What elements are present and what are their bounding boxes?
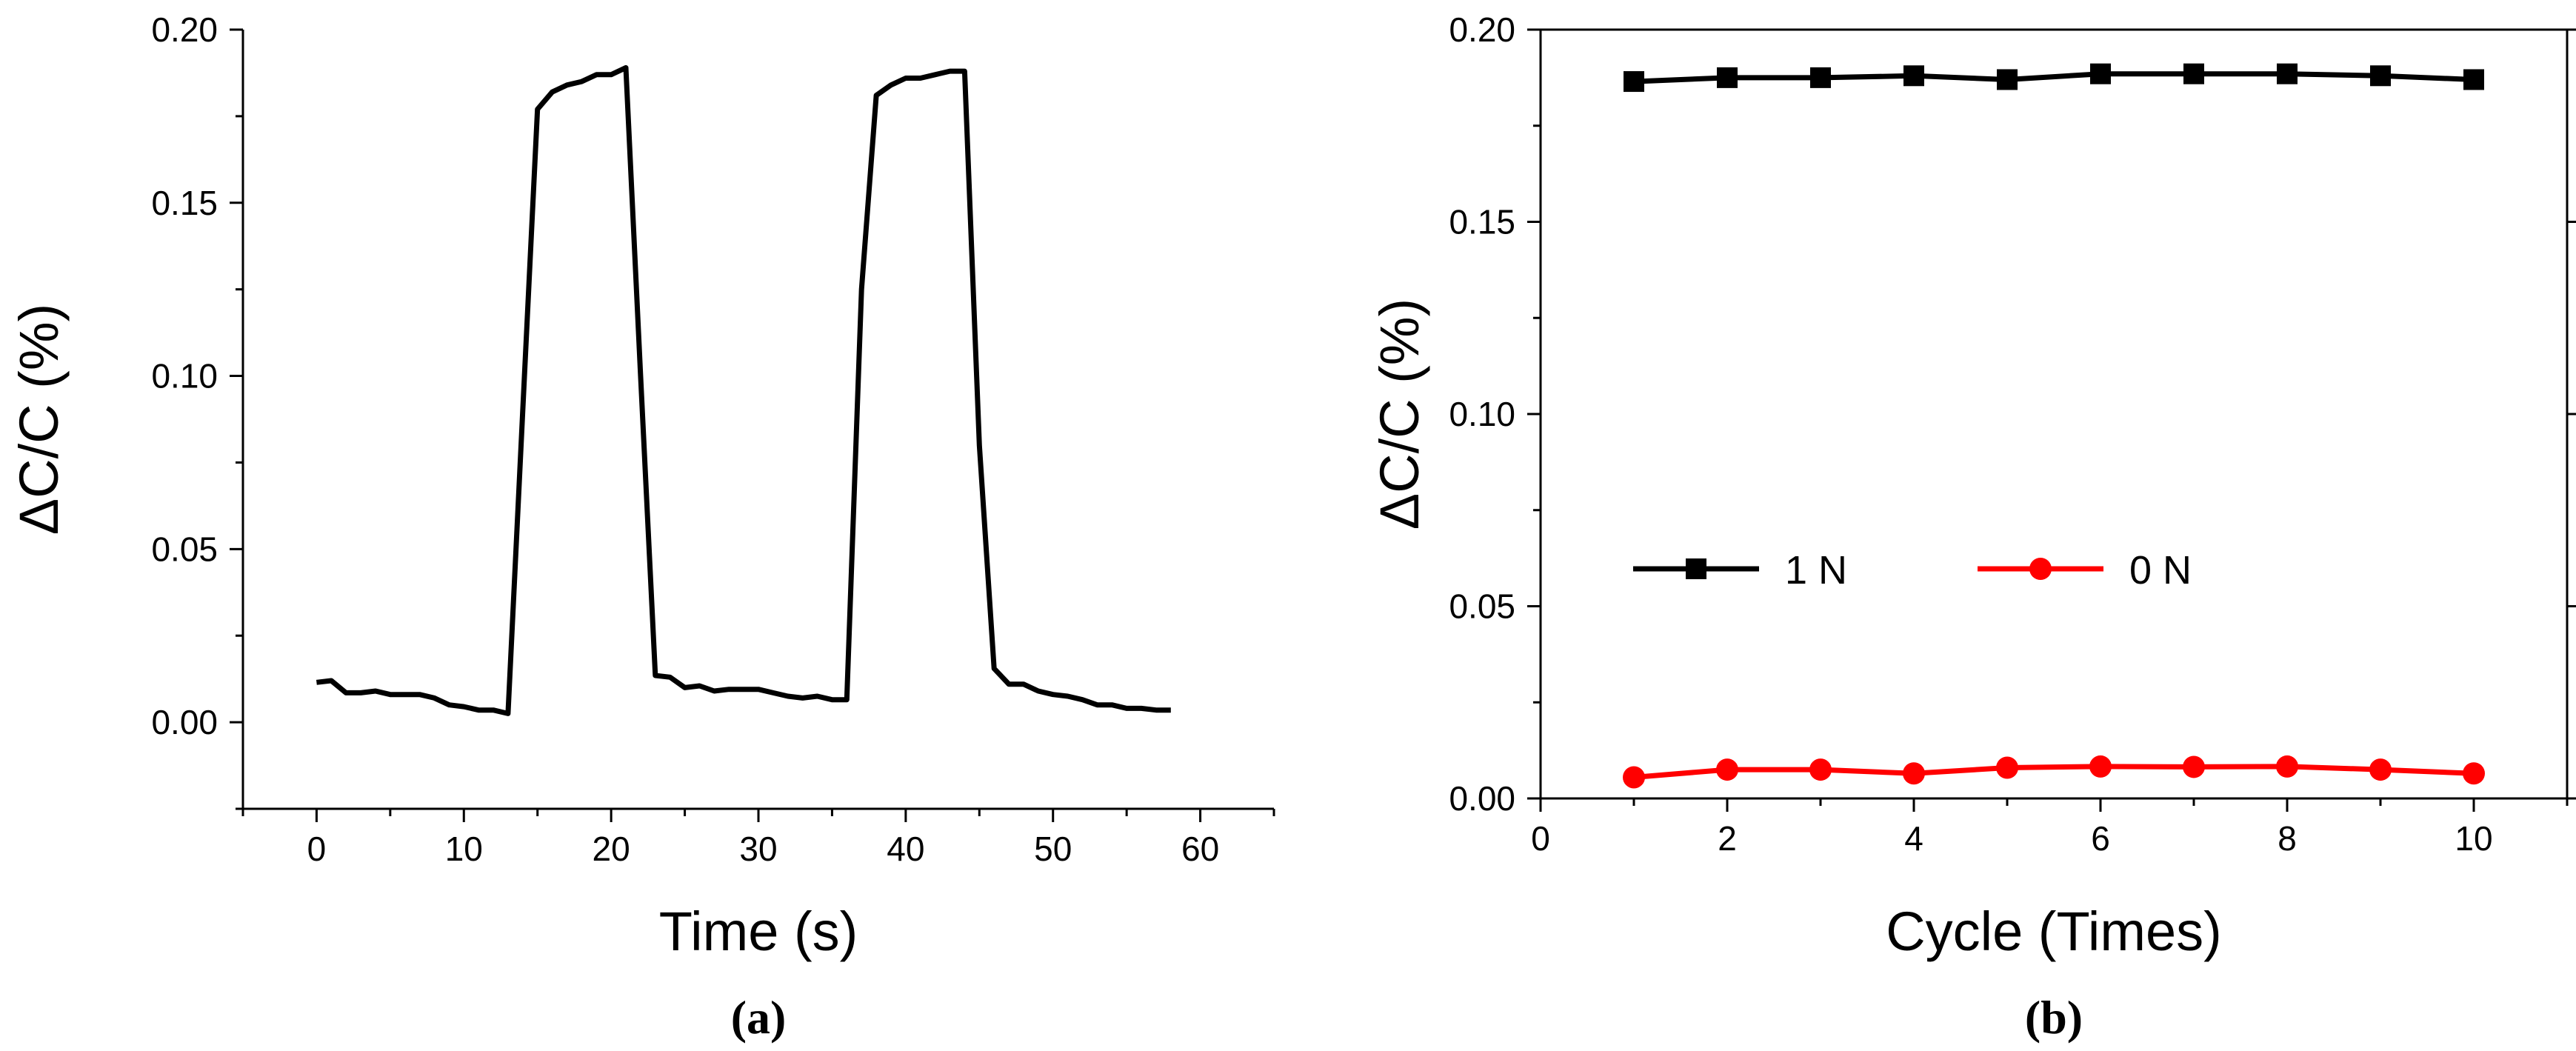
chart-b: 0.00 0.05 0.10 0.15 0.20 0 2 4 6 8 10 Cycle (Times)…	[1369, 10, 2576, 1044]
y-tick-label: 0.15	[151, 184, 218, 222]
x-tick-label: 4	[1904, 819, 1923, 858]
legend-marker	[2029, 558, 2052, 580]
x-tick-label: 10	[2455, 819, 2492, 858]
y-tick-label: 0.00	[1449, 779, 1515, 818]
y-tick-label: 0.10	[151, 357, 218, 396]
y-tick-label: 0.20	[1449, 10, 1515, 49]
data-point-square	[2370, 65, 2391, 87]
legend-label: 0 N	[2129, 548, 2192, 593]
data-point-circle	[2369, 758, 2392, 781]
data-point-circle	[2463, 762, 2485, 785]
data-point-square	[1810, 67, 1831, 88]
y-axis-title: ΔC/C (%)	[1369, 298, 1430, 530]
x-tick-label: 0	[1531, 819, 1550, 858]
x-tick-label: 30	[739, 830, 777, 868]
data-point-circle	[2089, 755, 2112, 778]
data-point-square	[1624, 71, 1644, 93]
data-point-circle	[1809, 758, 1832, 781]
x-tick-label: 0	[307, 830, 327, 868]
y-tick-label: 0.05	[1449, 587, 1515, 626]
y-tick-label: 0.10	[1449, 395, 1515, 433]
y-tick-label: 0.00	[151, 703, 218, 741]
x-tick-label: 2	[1718, 819, 1737, 858]
data-point-square	[1717, 67, 1738, 88]
x-tick-label: 6	[2091, 819, 2110, 858]
x-tick-label: 8	[2278, 819, 2297, 858]
y-tick-label: 0.20	[151, 10, 218, 49]
x-tick-label: 40	[887, 830, 924, 868]
x-tick-label: 60	[1181, 830, 1219, 868]
data-point-square	[2463, 69, 2484, 90]
data-point-square	[2277, 63, 2298, 84]
panel-caption: (b)	[2025, 991, 2083, 1044]
data-point-square	[1997, 69, 2018, 90]
y-axis-title: ΔC/C (%)	[8, 304, 70, 535]
x-tick-label: 20	[593, 830, 630, 868]
data-point-circle	[1623, 766, 1645, 789]
panel-caption: (a)	[731, 991, 787, 1044]
data-point-circle	[1996, 756, 2018, 779]
series-line	[316, 64, 1171, 716]
x-axis-title: Cycle (Times)	[1886, 901, 2222, 962]
data-point-circle	[1716, 758, 1738, 781]
y-tick-label: 0.15	[1449, 203, 1515, 241]
data-point-circle	[2276, 755, 2298, 778]
legend-label: 1 N	[1785, 548, 1847, 593]
data-point-square	[2183, 63, 2204, 84]
data-point-square	[2090, 63, 2111, 84]
series-line	[1633, 764, 2475, 780]
data-point-circle	[1903, 762, 1925, 785]
x-tick-label: 50	[1034, 830, 1072, 868]
legend-marker	[1686, 558, 1706, 579]
data-point-circle	[2183, 755, 2205, 778]
x-axis-title: Time (s)	[659, 901, 858, 962]
data-point-square	[1903, 65, 1924, 87]
series-line	[1633, 71, 2475, 84]
y-tick-label: 0.05	[151, 530, 218, 568]
x-tick-label: 10	[445, 830, 483, 868]
chart-a: 0.00 0.05 0.10 0.15 0.20 0 10 20 30 40 50 60 Time (s…	[8, 10, 1275, 1044]
